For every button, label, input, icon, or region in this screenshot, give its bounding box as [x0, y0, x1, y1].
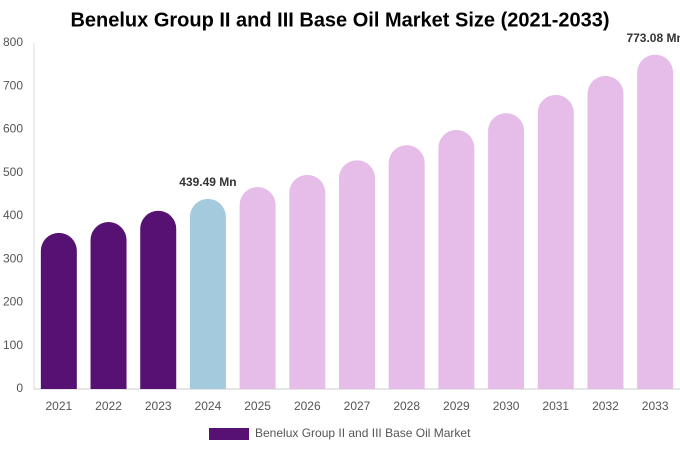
- x-tick-label: 2021: [45, 399, 72, 413]
- y-tick-label: 500: [3, 165, 23, 179]
- x-tick-label: 2029: [443, 399, 470, 413]
- bar: [339, 160, 375, 389]
- x-tick-label: 2031: [542, 399, 569, 413]
- y-tick-label: 200: [3, 295, 23, 309]
- bar: [537, 94, 574, 389]
- x-tick-label: 2022: [95, 399, 122, 413]
- bar: [239, 187, 276, 389]
- x-tick-label: 2032: [592, 399, 619, 413]
- x-tick-label: 2023: [145, 399, 172, 413]
- x-tick-label: 2025: [244, 399, 271, 413]
- bar: [438, 129, 475, 390]
- y-tick-label: 800: [3, 35, 23, 49]
- legend-label: Benelux Group II and III Base Oil Market: [255, 426, 471, 440]
- bar: [140, 210, 177, 389]
- y-tick-label: 100: [3, 338, 23, 352]
- x-tick-label: 2028: [393, 399, 420, 413]
- x-tick-label: 2030: [493, 399, 520, 413]
- y-tick-label: 0: [16, 381, 23, 395]
- x-tick-label: 2024: [195, 399, 222, 413]
- bar: [90, 222, 127, 389]
- bar: [637, 54, 674, 390]
- y-tick-label: 600: [3, 122, 23, 136]
- y-tick-label: 300: [3, 251, 23, 265]
- x-tick-label: 2026: [294, 399, 321, 413]
- chart-title: Benelux Group II and III Base Oil Market…: [70, 9, 609, 31]
- bar: [388, 145, 425, 389]
- x-tick-label: 2033: [642, 399, 669, 413]
- legend-swatch: [209, 428, 249, 440]
- value-label: 773.08 Mn: [626, 31, 680, 45]
- bar: [488, 113, 525, 390]
- y-tick-label: 400: [3, 208, 23, 222]
- value-label: 439.49 Mn: [179, 175, 236, 189]
- bar: [289, 174, 326, 389]
- bar: [40, 232, 77, 389]
- bar: [189, 198, 226, 389]
- bar: [587, 75, 624, 390]
- y-tick-label: 700: [3, 78, 23, 92]
- x-tick-label: 2027: [344, 399, 371, 413]
